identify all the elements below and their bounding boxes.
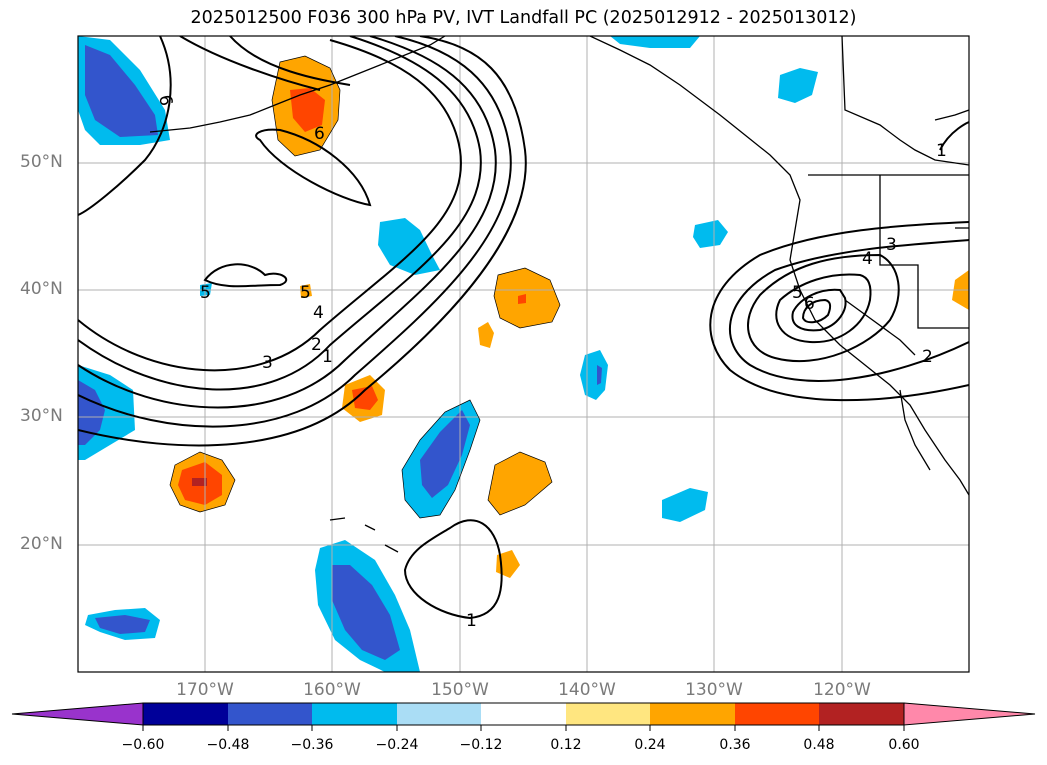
lat-label: 50°N — [20, 152, 63, 172]
colorbar-tick: −0.48 — [206, 737, 250, 753]
contour-label: 5 — [300, 283, 311, 303]
lon-label: 120°W — [813, 680, 871, 700]
contour-label: 4 — [862, 249, 873, 269]
colorbar-tick: −0.60 — [121, 737, 165, 753]
map-frame — [77, 35, 970, 673]
lat-label: 20°N — [20, 534, 63, 554]
colorbar-tick: −0.24 — [375, 737, 419, 753]
colorbar-tick: −0.12 — [459, 737, 503, 753]
colorbar-tick: 0.36 — [719, 737, 751, 753]
contour-label: 5 — [792, 283, 803, 303]
ivt-contours — [78, 36, 969, 620]
colorbar-tick: 0.60 — [888, 737, 920, 753]
contour-label-group: 6 6 5 5 4 3 2 1 1 1 3 4 5 6 2 — [154, 93, 947, 631]
map-title: 2025012500 F036 300 hPa PV, IVT Landfall… — [190, 8, 857, 28]
lon-label: 130°W — [685, 680, 743, 700]
neg-region-mid — [378, 218, 440, 275]
contour-label: 6 — [804, 294, 815, 314]
contour-label: 6 — [154, 93, 176, 107]
contour-label: 4 — [313, 303, 324, 323]
graticule — [78, 36, 969, 672]
contour-label: 3 — [886, 235, 897, 255]
contour-label: 2 — [922, 347, 933, 367]
colorbar-tick: 0.24 — [634, 737, 666, 753]
lat-label: 30°N — [20, 406, 63, 426]
colorbar-tick: −0.36 — [290, 737, 334, 753]
pos-region-central — [494, 268, 560, 328]
lon-label: 170°W — [176, 680, 234, 700]
lon-label: 140°W — [558, 680, 616, 700]
colorbar — [11, 702, 1036, 731]
contour-label: 5 — [200, 283, 211, 303]
coastlines — [149, 36, 969, 553]
contour-label: 6 — [314, 124, 325, 144]
shading-outlines — [169, 55, 561, 519]
lon-label: 160°W — [303, 680, 361, 700]
contour-label: 3 — [262, 353, 273, 373]
contour-label: 2 — [311, 335, 322, 355]
lon-label: 150°W — [431, 680, 489, 700]
lat-label: 40°N — [20, 279, 63, 299]
pos-region-south — [488, 452, 552, 515]
contour-label: 1 — [466, 611, 477, 631]
pv-anomaly-shading — [78, 36, 969, 672]
colorbar-tick: 0.12 — [550, 737, 582, 753]
colorbar-tick: 0.48 — [803, 737, 835, 753]
contour-label: 1 — [322, 347, 333, 367]
contour-label: 1 — [936, 141, 947, 161]
